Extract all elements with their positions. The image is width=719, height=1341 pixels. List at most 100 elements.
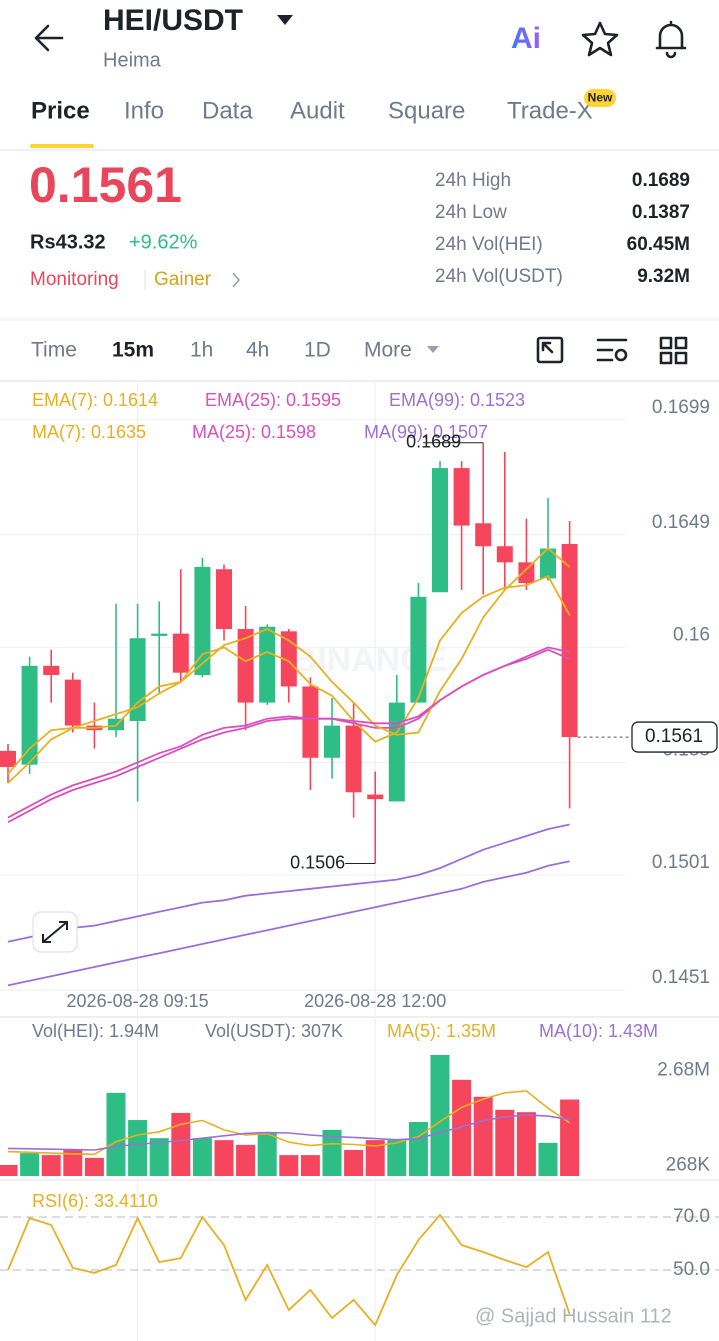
ai-button[interactable]: Ai <box>511 22 541 55</box>
candle-body <box>475 523 492 547</box>
divider <box>0 318 719 321</box>
more-dropdown[interactable] <box>427 346 439 353</box>
fiat-price: Rs43.32 <box>30 231 106 253</box>
candle-body <box>151 633 168 636</box>
candle-body <box>259 626 276 703</box>
volume-bar <box>452 1079 472 1176</box>
timeframe[interactable]: 1D <box>304 339 331 362</box>
stat-value: 0.1387 <box>632 202 690 223</box>
tab[interactable]: Trade-X <box>507 97 593 124</box>
candle-body <box>453 468 470 526</box>
tab[interactable]: Info <box>124 97 164 124</box>
volume-bar <box>516 1112 536 1176</box>
pair-title[interactable]: HEI/USDT <box>103 4 243 37</box>
candle-body <box>172 633 189 673</box>
volume-bar <box>128 1120 148 1176</box>
indicator-legend: EMA(99): 0.1523 <box>389 390 525 410</box>
volume-bar <box>214 1140 234 1176</box>
tag[interactable]: Monitoring <box>30 269 119 290</box>
timeframe[interactable]: 4h <box>246 339 269 362</box>
volume-bar <box>149 1138 169 1176</box>
y-tick-label: 0.1451 <box>652 967 710 988</box>
stat-label: 24h Vol(HEI) <box>435 234 543 255</box>
y-tick-label: 0.1501 <box>652 852 710 873</box>
indicator-legend: MA(25): 0.1598 <box>192 422 316 442</box>
volume-bar <box>106 1092 126 1176</box>
volume-legend: Vol(USDT): 307K <box>205 1021 343 1041</box>
indicator-legend: MA(99): 0.1507 <box>364 422 488 442</box>
candle-body <box>561 543 578 738</box>
low-marker: 0.1506 <box>290 852 345 872</box>
y-tick-label: 268K <box>666 1154 711 1175</box>
candle-body <box>496 546 513 563</box>
indicator-line <box>7 646 570 823</box>
candle-body <box>64 679 81 726</box>
tab[interactable]: Square <box>388 97 465 124</box>
last-price-label: 0.1561 <box>645 726 703 747</box>
candle-body <box>367 794 384 800</box>
candle-body <box>324 725 340 758</box>
candle-body <box>194 566 211 676</box>
volume-bar <box>300 1155 320 1176</box>
chart-settings-icon[interactable] <box>536 336 564 364</box>
volume-bar <box>20 1153 40 1176</box>
volume-bar <box>344 1149 364 1176</box>
timeframe[interactable]: 15m <box>112 339 154 362</box>
alert-button[interactable] <box>655 20 687 59</box>
expand-icon[interactable] <box>42 921 68 943</box>
candle-body <box>280 631 297 687</box>
pair-dropdown[interactable] <box>277 15 293 25</box>
tag-chevron[interactable] <box>232 272 241 288</box>
stat-value: 60.45M <box>627 234 690 255</box>
volume-bar <box>279 1155 299 1176</box>
tab[interactable]: Data <box>202 97 253 124</box>
timeframe[interactable]: More <box>364 339 412 362</box>
volume-bar <box>560 1099 580 1176</box>
indicator-line <box>7 574 571 775</box>
volume-bar <box>322 1129 342 1176</box>
tab[interactable]: Audit <box>290 97 345 124</box>
candle-body <box>237 629 254 703</box>
y-tick-label: 0.1649 <box>652 512 710 533</box>
candle-body <box>21 665 38 765</box>
rsi-line <box>7 1213 571 1327</box>
last-price-box <box>631 721 718 753</box>
volume-bar <box>84 1157 104 1176</box>
volume-bar <box>0 1164 18 1176</box>
new-badge-text: New <box>588 91 613 105</box>
y-tick-label: 50.0 <box>673 1259 710 1280</box>
indicator-legend: EMA(7): 0.1614 <box>32 390 158 410</box>
stat-label: 24h Vol(USDT) <box>435 266 563 287</box>
tab-indicator <box>30 144 94 148</box>
volume-bar <box>41 1155 61 1176</box>
indicator-line <box>7 823 570 943</box>
y-tick-label: 0.16 <box>673 624 710 645</box>
candle-body <box>518 562 535 584</box>
volume-bar <box>171 1112 191 1176</box>
volume-bar <box>408 1121 428 1176</box>
candle-body <box>388 702 405 802</box>
tag[interactable]: Gainer <box>154 269 212 290</box>
tab[interactable]: Price <box>31 97 90 124</box>
volume-legend: Vol(HEI): 1.94M <box>32 1021 159 1041</box>
legend-entry: MA(5): 1.35M <box>387 1021 496 1041</box>
timeframe[interactable]: Time <box>31 339 77 362</box>
price-change: +9.62% <box>129 231 198 253</box>
charts: 0.16990.16490.160.1550.15010.14512026-08… <box>0 383 719 1341</box>
back-button[interactable] <box>34 24 64 52</box>
candle-body <box>216 569 232 630</box>
indicator-icon[interactable] <box>596 338 628 362</box>
legend-entry: MA(10): 1.43M <box>539 1021 658 1041</box>
timeframe[interactable]: 1h <box>190 339 213 362</box>
indicator-legend: EMA(25): 0.1595 <box>205 390 341 410</box>
volume-bar <box>236 1144 256 1176</box>
volume-bar <box>473 1096 493 1176</box>
favorite-button[interactable] <box>581 21 619 57</box>
y-tick-label: 2.68M <box>657 1059 710 1080</box>
volume-bar <box>365 1140 385 1176</box>
layout-icon[interactable] <box>659 336 688 365</box>
legend-entry: RSI(6): 33.4110 <box>32 1191 158 1211</box>
y-tick-label: 0.1699 <box>652 397 710 418</box>
volume-bar <box>495 1109 515 1176</box>
